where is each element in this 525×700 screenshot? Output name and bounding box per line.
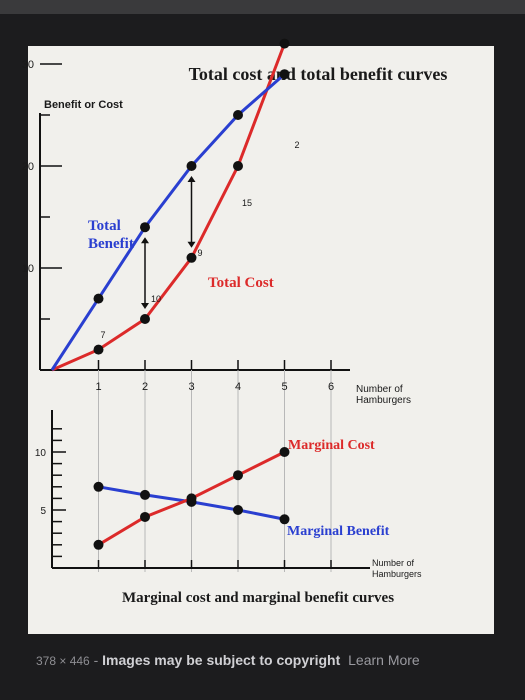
- top-x-tick-label: 1: [95, 381, 101, 393]
- total-benefit-point: [186, 161, 197, 171]
- bottom-chart-xlabel-line2: Hamburgers: [372, 569, 422, 579]
- top-y-tick-label: 10: [22, 263, 34, 275]
- total-benefit-label-line1: Total: [88, 218, 121, 234]
- image-caption: 378 × 446 - Images may be subject to cop…: [36, 652, 496, 668]
- learn-more-link[interactable]: Learn More: [348, 652, 420, 668]
- difference-arrow-head: [141, 237, 149, 244]
- total-cost-point: [279, 38, 290, 49]
- difference-arrow-head: [187, 241, 196, 248]
- difference-annotation: 2: [295, 140, 300, 150]
- top-chart-axes: 10 20 30 1 2 3 4 5 6: [22, 59, 350, 572]
- copyright-notice: Images may be subject to copyright: [102, 652, 341, 668]
- browser-top-strip: [0, 0, 525, 14]
- bottom-y-tick-label: 5: [40, 506, 46, 517]
- bottom-chart-axes: 5 10: [35, 410, 370, 569]
- top-y-tick-label: 20: [22, 161, 34, 173]
- top-x-tick-label: 4: [235, 381, 241, 393]
- caption-separator: -: [93, 652, 103, 668]
- bottom-chart-title: Marginal cost and marginal benefit curve…: [122, 590, 394, 606]
- top-x-tick-label: 2: [142, 381, 148, 393]
- image-dimensions: 378 × 446: [36, 654, 90, 668]
- difference-annotation: 7: [101, 330, 106, 340]
- total-cost-point: [233, 161, 243, 171]
- total-benefit-point: [93, 293, 104, 304]
- difference-annotation: 15: [242, 198, 252, 208]
- top-chart-ylabel: Benefit or Cost: [44, 99, 123, 111]
- top-chart-title: Total cost and total benefit curves: [189, 64, 448, 84]
- marginal-cost-point: [233, 470, 243, 481]
- total-cost-point: [186, 252, 197, 263]
- marginal-cost-point: [186, 493, 197, 504]
- marginal-benefit-label: Marginal Benefit: [287, 524, 390, 539]
- difference-arrow-head: [187, 176, 196, 182]
- top-chart-xlabel-line2: Hamburgers: [356, 395, 411, 406]
- total-benefit-line: [50, 73, 286, 371]
- total-benefit-point: [279, 69, 290, 80]
- marginal-cost-point: [93, 539, 104, 550]
- marginal-cost-point: [140, 511, 150, 522]
- bottom-y-tick-label: 10: [35, 448, 47, 459]
- image-card: [28, 46, 494, 634]
- marginal-benefit-point: [233, 505, 243, 515]
- top-chart-series: 7 10 9 15 2: [50, 38, 300, 372]
- total-benefit-label-line2: Benefit: [88, 236, 134, 252]
- top-x-tick-label: 6: [328, 381, 334, 393]
- top-chart-xlabel-line1: Number of: [356, 384, 403, 395]
- difference-arrow-head: [141, 303, 149, 309]
- difference-annotation: 10: [151, 294, 161, 304]
- marginal-cost-point: [279, 447, 290, 457]
- total-cost-point: [93, 344, 104, 355]
- marginal-cost-label: Marginal Cost: [288, 438, 375, 453]
- total-benefit-point: [233, 110, 243, 120]
- marginal-benefit-point: [279, 514, 290, 525]
- bottom-chart-series: [93, 447, 290, 550]
- total-cost-point: [140, 314, 150, 324]
- total-cost-line: [51, 43, 286, 372]
- total-cost-label: Total Cost: [208, 275, 274, 291]
- marginal-benefit-point: [140, 489, 150, 500]
- difference-annotation: 9: [198, 248, 203, 258]
- top-x-tick-label: 5: [281, 381, 287, 393]
- top-x-tick-label: 3: [188, 381, 194, 393]
- top-y-tick-label: 30: [22, 59, 34, 71]
- total-benefit-point: [140, 222, 150, 233]
- bottom-chart-xlabel-line1: Number of: [372, 558, 415, 568]
- marginal-benefit-point: [93, 481, 104, 492]
